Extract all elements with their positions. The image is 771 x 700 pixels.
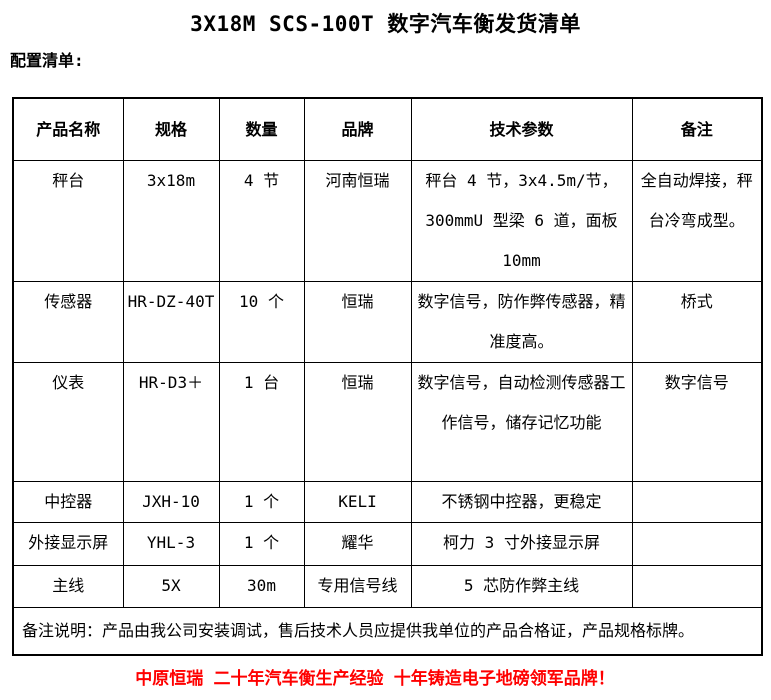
cell-brand: KELI — [303, 481, 412, 523]
cell-product-name: 仪表 — [12, 362, 124, 482]
cell-quantity: 30m — [218, 565, 305, 608]
cell-product-name: 中控器 — [12, 481, 124, 523]
config-list-label: 配置清单: — [10, 51, 84, 70]
header-quantity: 数量 — [218, 97, 305, 161]
cell-quantity: 4 节 — [218, 160, 305, 282]
cell-remarks: 数字信号 — [631, 362, 763, 482]
cell-quantity: 1 个 — [218, 481, 305, 523]
header-remarks: 备注 — [631, 97, 763, 161]
cell-product-name: 主线 — [12, 565, 124, 608]
shipping-list-table: 产品名称 规格 数量 品牌 技术参数 备注 秤台 3x18m 4 节 河南恒瑞 … — [12, 97, 763, 656]
page-title: 3X18M SCS-100T 数字汽车衡发货清单 — [190, 12, 581, 36]
table-row: 秤台 3x18m 4 节 河南恒瑞 秤台 4 节，3x4.5m/节，300mmU… — [12, 160, 763, 282]
table-row: 主线 5X 30m 专用信号线 5 芯防作弊主线 — [12, 565, 763, 608]
table-row: 中控器 JXH-10 1 个 KELI 不锈钢中控器，更稳定 — [12, 481, 763, 523]
cell-brand: 恒瑞 — [303, 281, 412, 363]
cell-tech-params: 秤台 4 节，3x4.5m/节，300mmU 型梁 6 道，面板 10mm — [410, 160, 633, 282]
cell-quantity: 10 个 — [218, 281, 305, 363]
cell-brand: 耀华 — [303, 522, 412, 566]
cell-brand: 专用信号线 — [303, 565, 412, 608]
cell-product-name: 秤台 — [12, 160, 124, 282]
cell-remarks: 桥式 — [631, 281, 763, 363]
cell-remarks — [631, 565, 763, 608]
table-footnote-row: 备注说明：产品由我公司安装调试，售后技术人员应提供我单位的产品合格证，产品规格标… — [12, 607, 763, 656]
cell-product-name: 外接显示屏 — [12, 522, 124, 566]
header-spec: 规格 — [122, 97, 220, 161]
table-row: 传感器 HR-DZ-40T 10 个 恒瑞 数字信号，防作弊传感器，精准度高。 … — [12, 281, 763, 363]
cell-quantity: 1 个 — [218, 522, 305, 566]
header-brand: 品牌 — [303, 97, 412, 161]
cell-tech-params: 数字信号，自动检测传感器工作信号，储存记忆功能 — [410, 362, 633, 482]
brand-slogan: 中原恒瑞 二十年汽车衡生产经验 十年铸造电子地磅领军品牌！ — [135, 669, 615, 689]
cell-remarks — [631, 481, 763, 523]
cell-quantity: 1 台 — [218, 362, 305, 482]
cell-tech-params: 不锈钢中控器，更稳定 — [410, 481, 633, 523]
cell-spec: HR-D3＋ — [122, 362, 220, 482]
cell-spec: 5X — [122, 565, 220, 608]
header-product-name: 产品名称 — [12, 97, 124, 161]
table-row: 外接显示屏 YHL-3 1 个 耀华 柯力 3 寸外接显示屏 — [12, 522, 763, 566]
cell-remarks — [631, 522, 763, 566]
cell-spec: HR-DZ-40T — [122, 281, 220, 363]
footnote-text: 备注说明：产品由我公司安装调试，售后技术人员应提供我单位的产品合格证，产品规格标… — [12, 607, 763, 656]
cell-remarks: 全自动焊接，秤台冷弯成型。 — [631, 160, 763, 282]
cell-tech-params: 5 芯防作弊主线 — [410, 565, 633, 608]
table-header-row: 产品名称 规格 数量 品牌 技术参数 备注 — [12, 97, 763, 161]
cell-spec: JXH-10 — [122, 481, 220, 523]
cell-brand: 恒瑞 — [303, 362, 412, 482]
cell-tech-params: 数字信号，防作弊传感器，精准度高。 — [410, 281, 633, 363]
cell-tech-params: 柯力 3 寸外接显示屏 — [410, 522, 633, 566]
header-tech-params: 技术参数 — [410, 97, 633, 161]
table-row: 仪表 HR-D3＋ 1 台 恒瑞 数字信号，自动检测传感器工作信号，储存记忆功能… — [12, 362, 763, 482]
cell-product-name: 传感器 — [12, 281, 124, 363]
cell-spec: YHL-3 — [122, 522, 220, 566]
cell-spec: 3x18m — [122, 160, 220, 282]
cell-brand: 河南恒瑞 — [303, 160, 412, 282]
